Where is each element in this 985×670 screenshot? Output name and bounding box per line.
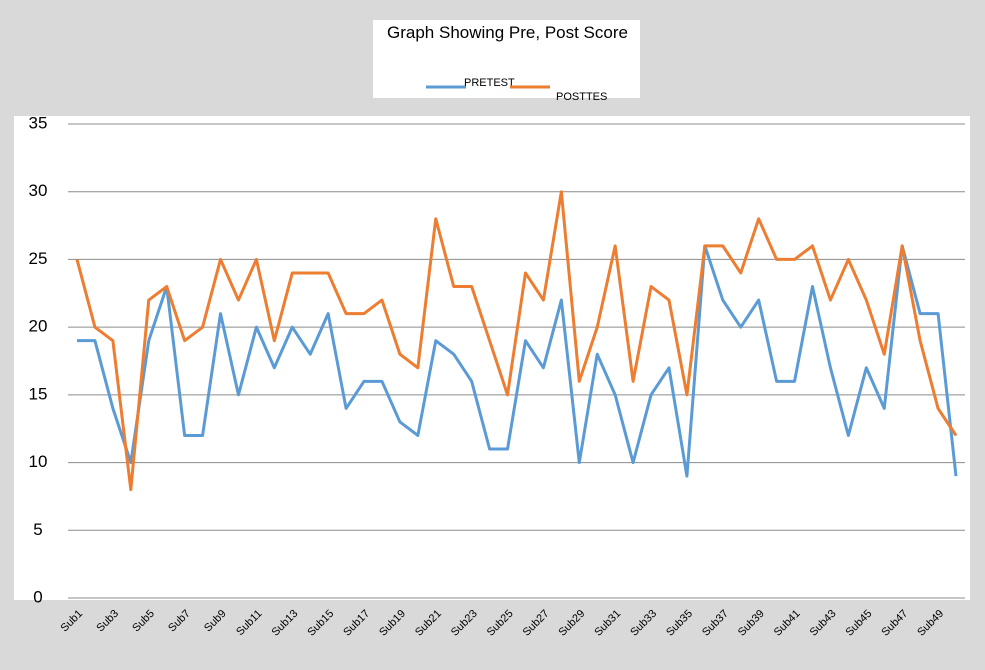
x-tick-label: Sub39 <box>736 608 767 639</box>
x-tick-label: Sub23 <box>449 608 480 639</box>
x-tick-label: Sub47 <box>879 608 910 639</box>
title-box <box>373 20 640 98</box>
y-tick-label: 5 <box>33 520 42 539</box>
y-tick-label: 25 <box>29 249 48 268</box>
x-tick-label: Sub37 <box>700 608 731 639</box>
plot-area <box>14 116 970 600</box>
x-tick-label: Sub17 <box>341 608 372 639</box>
x-tick-label: Sub29 <box>556 608 587 639</box>
x-tick-label: Sub13 <box>269 608 300 639</box>
y-tick-label: 10 <box>29 452 48 471</box>
y-tick-label: 20 <box>29 317 48 336</box>
chart-title: Graph Showing Pre, Post Score <box>387 23 628 42</box>
y-tick-label: 0 <box>33 587 42 606</box>
x-tick-label: Sub33 <box>628 608 659 639</box>
y-tick-label: 15 <box>29 384 48 403</box>
x-tick-label: Sub9 <box>202 608 229 635</box>
y-tick-label: 30 <box>29 181 48 200</box>
x-tick-label: Sub45 <box>844 608 875 639</box>
x-tick-label: Sub25 <box>485 608 516 639</box>
legend-label: POSTTES <box>556 91 607 103</box>
x-tick-label: Sub3 <box>94 608 121 635</box>
data-line <box>75 190 958 492</box>
x-tick-label: Sub15 <box>305 608 336 639</box>
x-tick-label: Sub43 <box>808 608 839 639</box>
x-tick-label: Sub11 <box>234 608 264 638</box>
x-tick-label: Sub1 <box>59 608 86 635</box>
y-tick-label: 35 <box>29 113 48 132</box>
x-tick-label: Sub27 <box>521 608 552 639</box>
x-tick-label: Sub49 <box>915 608 946 639</box>
data-line <box>77 244 958 478</box>
x-tick-label: Sub19 <box>377 608 408 639</box>
legend-label: PRETEST <box>464 77 515 89</box>
x-tick-label: Sub21 <box>413 608 444 639</box>
x-tick-label: Sub31 <box>592 608 623 639</box>
x-tick-label: Sub5 <box>130 608 157 635</box>
x-tick-label: Sub7 <box>166 608 193 635</box>
x-tick-label: Sub41 <box>772 608 803 639</box>
x-tick-label: Sub35 <box>664 608 695 639</box>
